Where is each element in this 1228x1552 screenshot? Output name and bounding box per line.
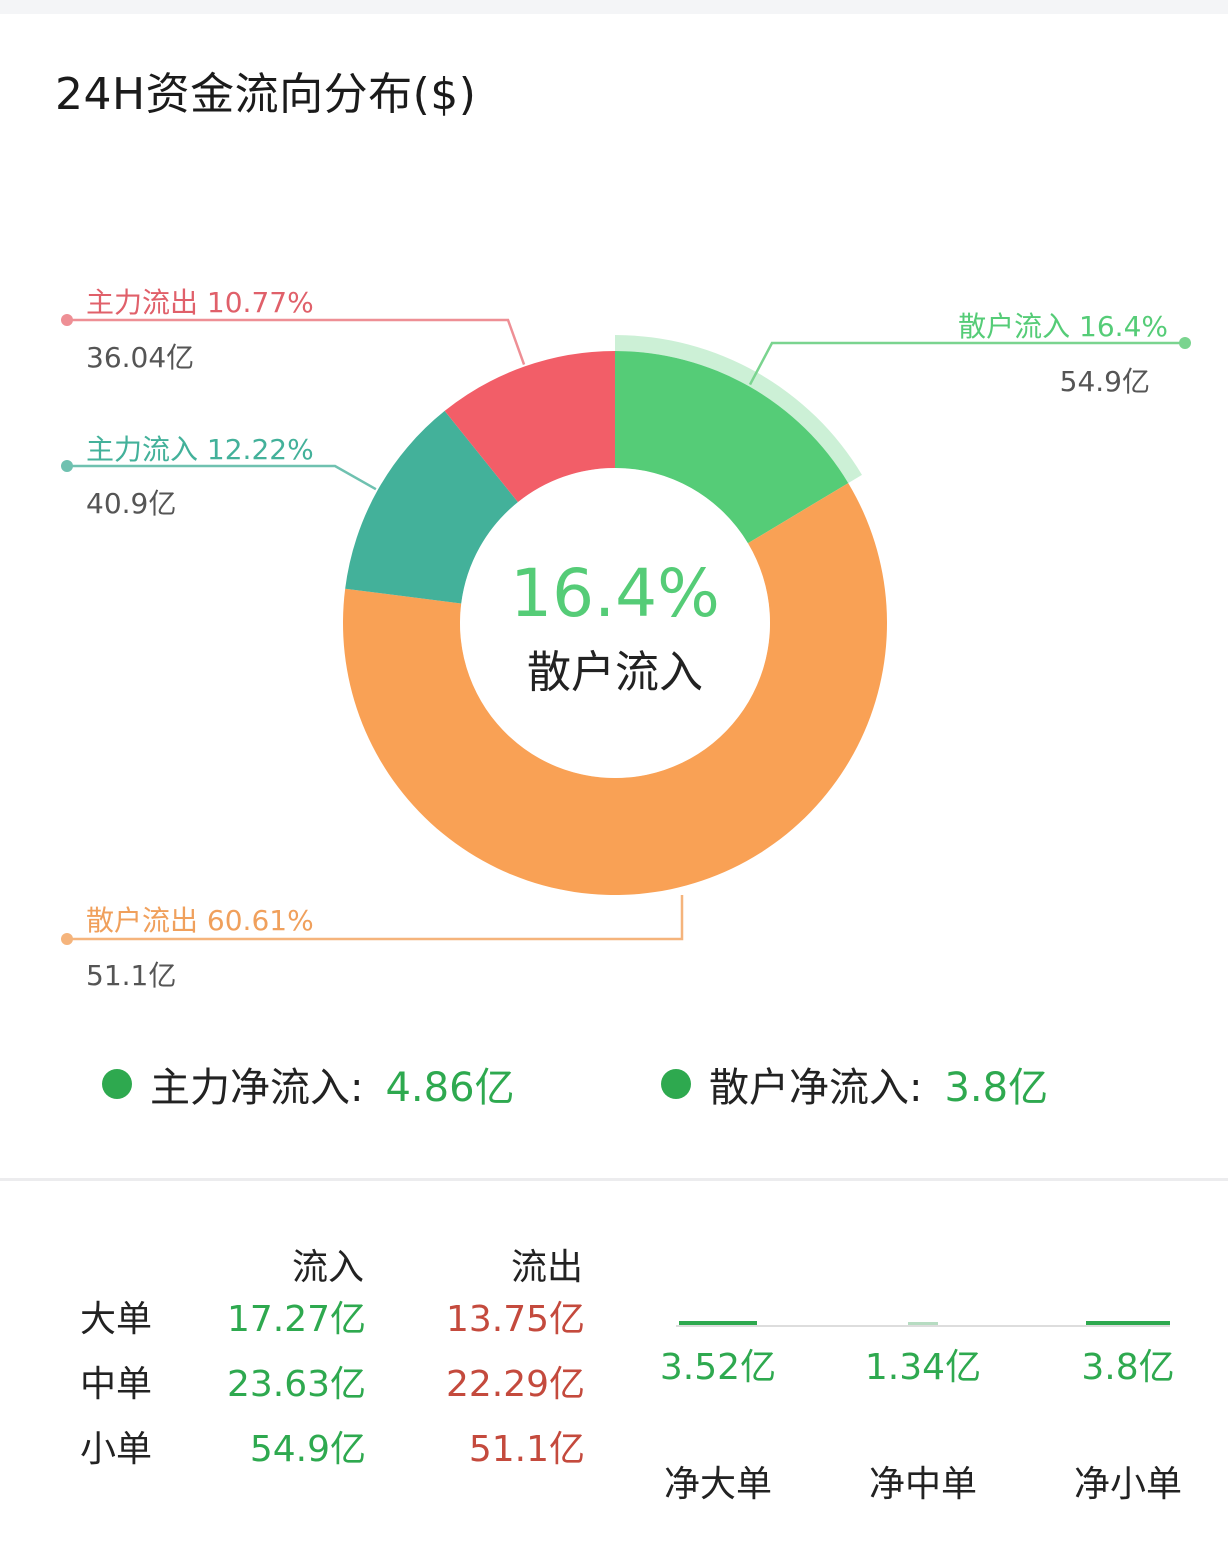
header-inflow: 流入 (291, 1247, 364, 1288)
leader-main-outflow (67, 318, 526, 365)
cell-medium-outflow: 22.29亿 (445, 1364, 585, 1405)
net-main-inflow: 主力净流入: 4.86亿 (102, 1055, 515, 1113)
leader-main-inflow (67, 464, 377, 491)
leader-main-outflow-dot (61, 314, 73, 326)
net-small-value: 3.8亿 (1081, 1347, 1175, 1388)
slice-3[interactable] (444, 351, 615, 503)
top-strip (0, 0, 1228, 14)
legend-dot (102, 1069, 132, 1099)
slice-0-highlight (615, 335, 862, 484)
leader-retail-outflow-dot (61, 933, 73, 945)
leader-retail-outflow (67, 895, 684, 941)
label-main-inflow-amount: 40.9亿 (86, 487, 177, 520)
header-outflow: 流出 (510, 1247, 583, 1288)
net-retail-inflow: 散户净流入: 3.8亿 (661, 1055, 1048, 1113)
donut-center-label: 散户流入 (527, 647, 703, 698)
leader-retail-inflow-dot (1179, 337, 1191, 349)
cell-large-outflow: 13.75亿 (445, 1299, 585, 1340)
net-medium-value: 1.34亿 (864, 1347, 982, 1388)
page-title: 24H资金流向分布($) (55, 69, 477, 120)
label-retail-inflow-amount: 54.9亿 (1059, 365, 1150, 398)
net-bar-2 (1086, 1321, 1170, 1325)
donut-chart (61, 314, 1191, 945)
cell-small-outflow: 51.1亿 (468, 1429, 585, 1470)
cell-small-inflow: 54.9亿 (249, 1429, 366, 1470)
net-medium-label: 净中单 (868, 1464, 977, 1505)
label-main-outflow-amount: 36.04亿 (86, 341, 195, 374)
leader-main-inflow-dot (61, 460, 73, 472)
net-bar-0 (679, 1321, 757, 1325)
slice-2[interactable] (345, 410, 518, 604)
net-bar-1 (908, 1322, 938, 1325)
donut-center-percent: 16.4% (510, 555, 720, 632)
row-label-small: 小单 (80, 1429, 153, 1470)
label-main-inflow: 主力流入 12.22% (86, 433, 314, 466)
net-large-label: 净大单 (663, 1464, 772, 1505)
net-large-value: 3.52亿 (659, 1347, 777, 1388)
net-small-label: 净小单 (1073, 1464, 1182, 1505)
label-retail-inflow: 散户流入 16.4% (958, 310, 1168, 343)
cell-large-inflow: 17.27亿 (226, 1299, 366, 1340)
label-retail-outflow-amount: 51.1亿 (86, 959, 177, 992)
net-bars-baseline (676, 1325, 1170, 1327)
label-retail-outflow: 散户流出 60.61% (86, 904, 314, 937)
row-label-medium: 中单 (80, 1364, 153, 1405)
slice-1[interactable] (342, 483, 887, 895)
legend-dot (661, 1069, 691, 1099)
label-main-outflow: 主力流出 10.77% (86, 286, 314, 319)
section-divider (0, 1178, 1228, 1181)
row-label-large: 大单 (80, 1299, 153, 1340)
cell-medium-inflow: 23.63亿 (226, 1364, 366, 1405)
leader-retail-inflow (748, 341, 1185, 386)
donut-inner-ring (460, 468, 770, 778)
slice-0[interactable] (615, 351, 849, 544)
